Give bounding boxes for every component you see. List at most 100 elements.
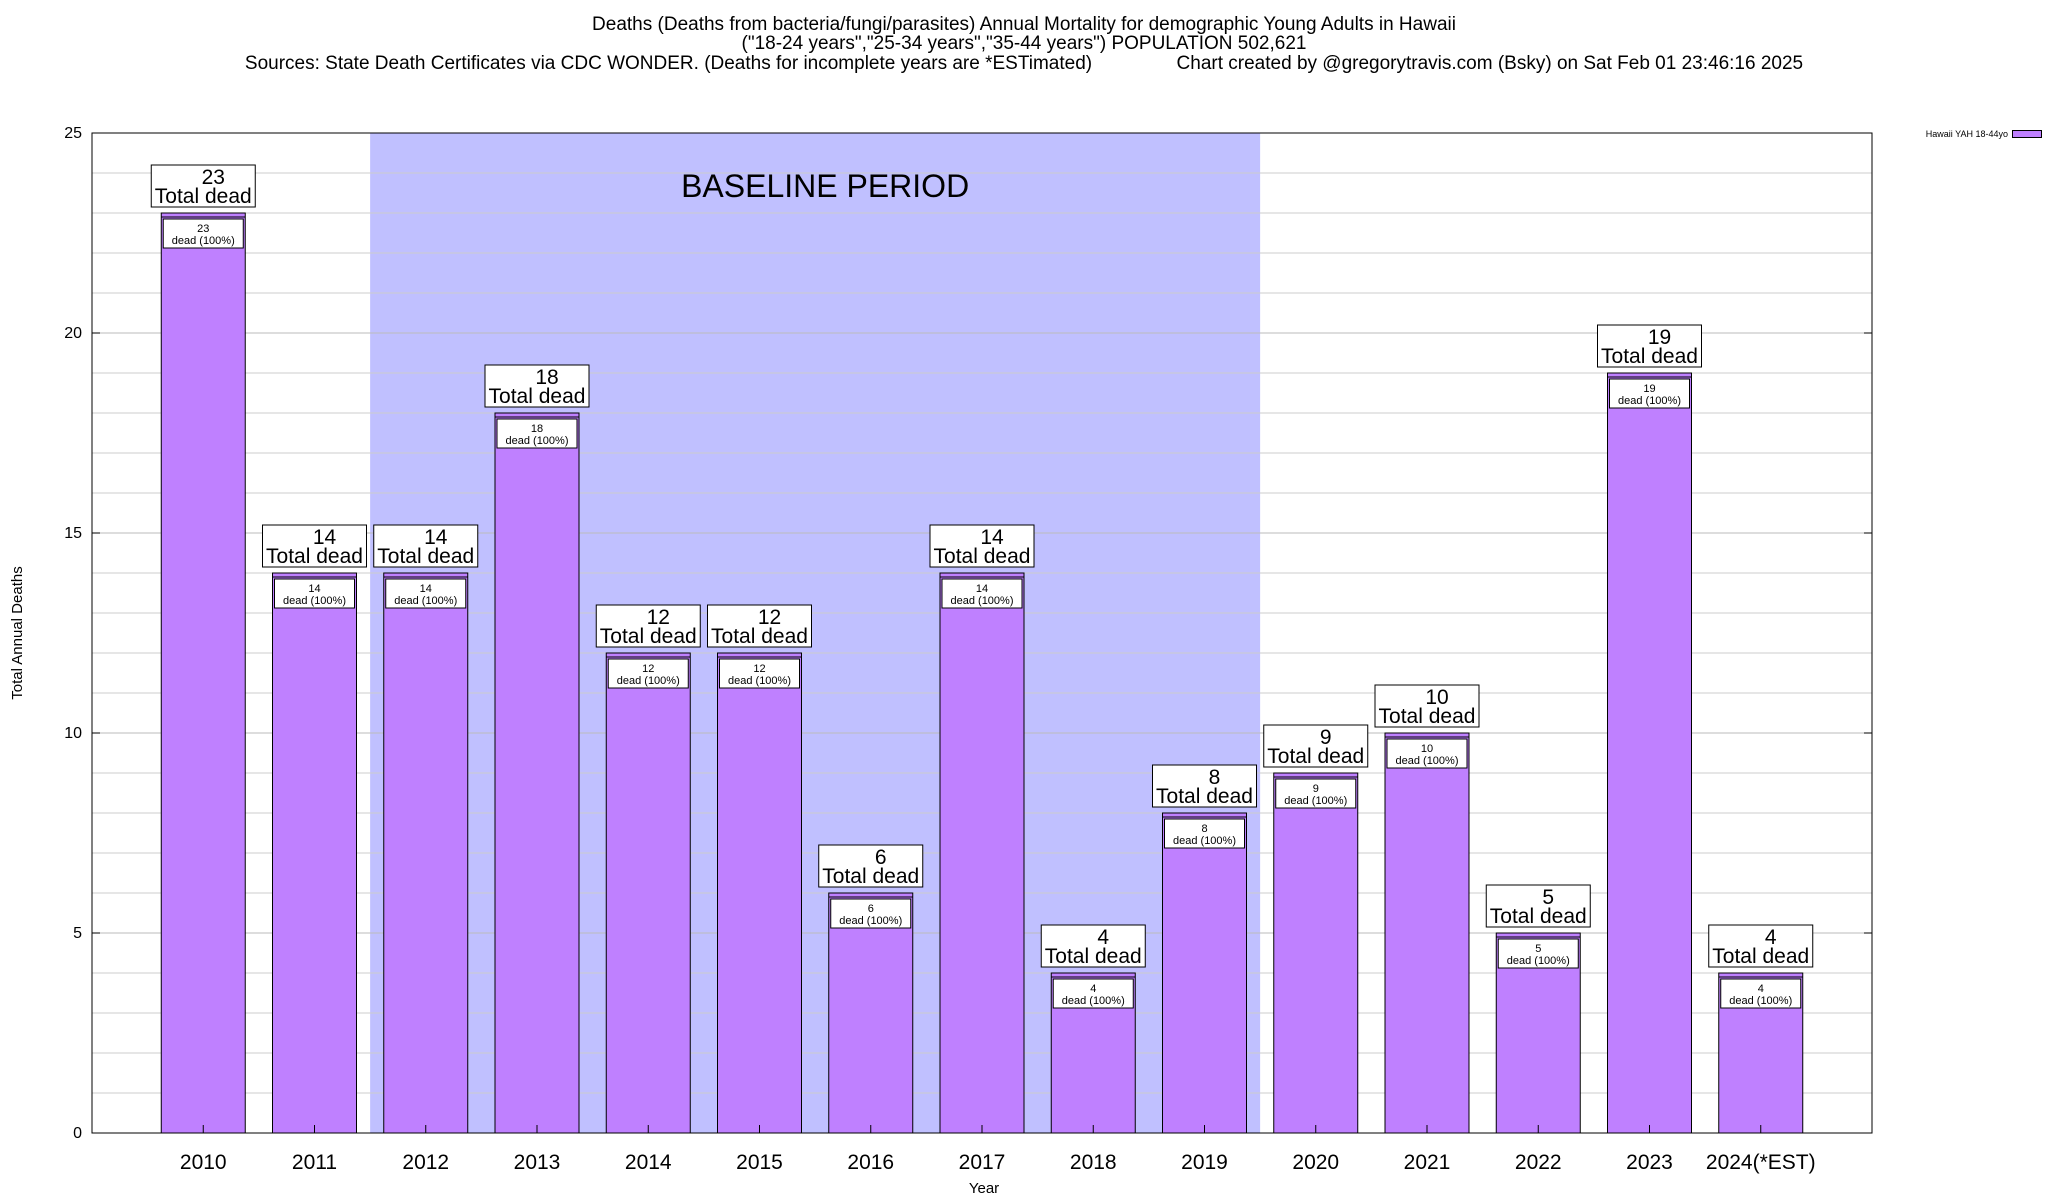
inner-label-text: dead (100%): [1173, 835, 1236, 847]
x-tick-label: 2012: [402, 1151, 449, 1174]
inner-label-value: 14: [976, 583, 988, 595]
inner-label-value: 12: [753, 663, 765, 675]
inner-label-text: dead (100%): [1062, 995, 1125, 1007]
bar: [1162, 812, 1247, 1134]
inner-label-value: 9: [1313, 783, 1319, 795]
inner-label-text: dead (100%): [506, 435, 569, 447]
inner-label-text: dead (100%): [283, 595, 346, 607]
total-label-text: Total dead: [822, 865, 919, 888]
y-axis-title: Total Annual Deaths: [9, 566, 26, 699]
inner-label-value: 23: [197, 223, 209, 235]
total-label-text: Total dead: [1712, 945, 1809, 968]
total-label-box: [484, 364, 590, 408]
total-label-box: [1374, 684, 1480, 728]
x-tick-label: 2015: [736, 1151, 783, 1174]
bar: [1384, 732, 1470, 1134]
inner-label-value: 14: [420, 583, 432, 595]
inner-label-box: [941, 578, 1023, 609]
baseline-period-label: BASELINE PERIOD: [681, 168, 969, 204]
total-label-value: 23: [202, 166, 225, 189]
bar: [272, 572, 357, 1134]
total-label-value: 4: [1097, 926, 1109, 949]
total-label-text: Total dead: [1601, 345, 1698, 368]
total-label-value: 9: [1320, 726, 1332, 749]
bar: [939, 572, 1025, 1134]
inner-label-box: [1386, 738, 1468, 769]
total-label-box: [373, 524, 479, 568]
legend-swatch: [2012, 130, 2042, 138]
plot-border: [91, 132, 1873, 1134]
inner-label-text: dead (100%): [172, 235, 235, 247]
inner-label-value: 5: [1535, 943, 1541, 955]
total-label-text: Total dead: [600, 625, 697, 648]
total-label-text: Total dead: [155, 185, 252, 208]
x-tick-label: 2014: [625, 1151, 672, 1174]
total-label-value: 19: [1648, 326, 1671, 349]
inner-label-text: dead (100%): [617, 675, 680, 687]
total-label-value: 10: [1425, 686, 1448, 709]
total-label-value: 6: [875, 846, 887, 869]
legend-label: Hawaii YAH 18-44yo: [1925, 129, 2008, 139]
total-label-text: Total dead: [1267, 745, 1364, 768]
total-label-box: [1263, 724, 1369, 768]
chart-title-line-1: Deaths (Deaths from bacteria/fungi/paras…: [592, 14, 1456, 35]
inner-label-text: dead (100%): [951, 595, 1014, 607]
inner-label-text: dead (100%): [1729, 995, 1792, 1007]
total-label-value: 8: [1209, 766, 1221, 789]
y-tick-label: 5: [73, 925, 82, 942]
total-label-value: 18: [535, 366, 558, 389]
total-label-box: [707, 604, 812, 648]
inner-label-box: [1164, 818, 1245, 849]
inner-label-text: dead (100%): [728, 675, 791, 687]
bar: [1273, 772, 1359, 1134]
total-label-text: Total dead: [489, 385, 586, 408]
inner-label-text: dead (100%): [839, 915, 902, 927]
x-tick-label: 2011: [292, 1151, 337, 1174]
x-tick-label: 2020: [1292, 1151, 1339, 1174]
inner-label-box: [1052, 978, 1134, 1009]
bar: [160, 212, 246, 1134]
inner-label-value: 19: [1643, 383, 1655, 395]
total-label-box: [1152, 764, 1257, 808]
inner-label-box: [385, 578, 467, 609]
inner-label-value: 4: [1758, 983, 1764, 995]
inner-label-box: [1609, 378, 1690, 409]
inner-label-value: 14: [308, 583, 320, 595]
inner-label-box: [607, 658, 689, 689]
inner-label-value: 10: [1421, 743, 1433, 755]
total-label-box: [818, 844, 924, 888]
x-tick-label: 2013: [514, 1151, 561, 1174]
chart-title-line-3: Sources: State Death Certificates via CD…: [244, 53, 1804, 74]
total-label-value: 14: [980, 526, 1004, 549]
total-label-box: [595, 604, 701, 648]
bar: [494, 412, 580, 1134]
total-label-box: [262, 524, 367, 568]
y-tick-label: 0: [73, 1125, 82, 1142]
inner-label-box: [274, 578, 355, 609]
x-tick-label: 2018: [1070, 1151, 1117, 1174]
inner-label-box: [1497, 938, 1579, 969]
inner-label-text: dead (100%): [1618, 395, 1681, 407]
inner-label-text: dead (100%): [1396, 755, 1459, 767]
total-label-box: [1485, 884, 1591, 928]
x-tick-label: 2010: [180, 1151, 227, 1174]
inner-label-text: dead (100%): [394, 595, 457, 607]
y-tick-label: 10: [64, 725, 82, 742]
inner-label-value: 4: [1090, 983, 1096, 995]
y-tick-label: 15: [64, 525, 82, 542]
total-label-value: 4: [1765, 926, 1777, 949]
inner-label-value: 12: [642, 663, 654, 675]
x-axis-title: Year: [969, 1180, 999, 1197]
total-label-box: [1708, 924, 1814, 968]
total-label-text: Total dead: [1045, 945, 1142, 968]
inner-label-box: [162, 218, 244, 249]
total-label-text: Total dead: [1156, 785, 1253, 808]
total-label-box: [1597, 324, 1702, 368]
total-label-box: [150, 164, 256, 208]
inner-label-box: [1275, 778, 1357, 809]
inner-label-value: 6: [868, 903, 874, 915]
x-tick-label: 2016: [847, 1151, 894, 1174]
x-tick-label: 2022: [1515, 1151, 1562, 1174]
total-label-value: 12: [758, 606, 781, 629]
